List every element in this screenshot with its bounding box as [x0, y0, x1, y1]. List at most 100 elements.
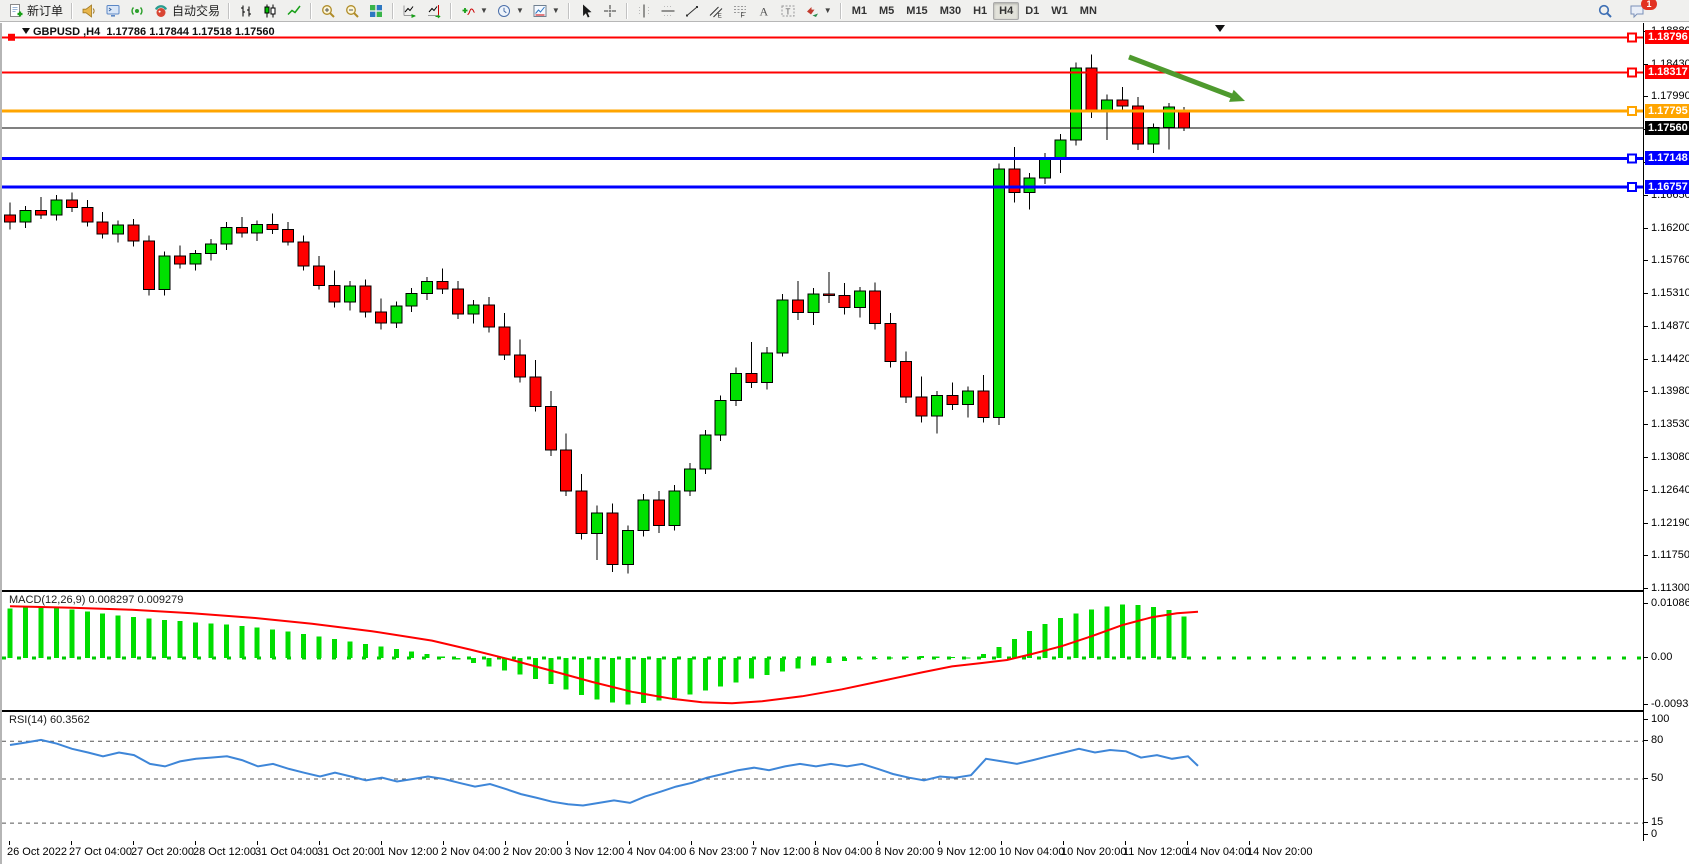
macd-bar: [1058, 618, 1064, 658]
price-axis[interactable]: 1.188801.184301.179901.175501.171001.166…: [1643, 23, 1689, 841]
rsi-chart[interactable]: [2, 712, 1643, 841]
macd-bar: [780, 658, 785, 672]
text-label-button[interactable]: T: [776, 0, 800, 22]
horizontal-line-button[interactable]: [656, 0, 680, 22]
macd-bar: [347, 641, 353, 658]
hline-axis-marker[interactable]: [1627, 67, 1637, 78]
templates-icon: [533, 4, 547, 17]
text-icon: A: [759, 4, 768, 18]
chart-shift-button[interactable]: [422, 0, 446, 22]
price-badge: 1.17148: [1645, 151, 1689, 166]
time-tick-label: 1 Nov 12:00: [379, 846, 439, 858]
zoom-in-button[interactable]: [316, 0, 340, 22]
horizontal-lines-group: [2, 32, 1643, 193]
text-button[interactable]: A: [752, 0, 776, 22]
time-tick-label: 2 Nov 04:00: [441, 846, 501, 858]
macd-bar: [38, 606, 44, 658]
metaeditor-button[interactable]: [101, 0, 125, 22]
hline-axis-marker[interactable]: [1627, 153, 1637, 164]
fibonacci-button[interactable]: F: [728, 0, 752, 22]
dropdown-caret-icon: ▼: [823, 6, 832, 15]
candle-body: [50, 199, 63, 216]
tile-windows-button[interactable]: [364, 0, 388, 22]
chat-button[interactable]: 1: [1625, 0, 1657, 22]
macd-bar: [702, 658, 708, 691]
hline-edge-marker[interactable]: [8, 33, 15, 41]
rsi-panel: RSI(14) 60.3562: [2, 711, 1643, 842]
tile-windows-icon: [370, 4, 383, 17]
macd-bar: [749, 658, 755, 679]
price-tick: [1644, 719, 1648, 720]
zoom-out-button[interactable]: [340, 0, 364, 22]
time-tick-label: 26 Oct 2022: [7, 846, 67, 858]
alert-horn-button[interactable]: [77, 0, 101, 22]
timeframe-w1-button[interactable]: W1: [1051, 4, 1068, 17]
price-tick: [1644, 778, 1648, 779]
macd-bar: [671, 658, 677, 698]
candle-body: [482, 304, 495, 328]
candle-body: [421, 281, 434, 294]
trendline-button[interactable]: [680, 0, 704, 22]
price-tick: [1644, 194, 1648, 196]
vertical-line-button[interactable]: [632, 0, 656, 22]
arrows-button[interactable]: ▼: [800, 0, 836, 22]
macd-bar: [810, 658, 816, 666]
candle-body: [1008, 168, 1021, 194]
new-order-button[interactable]: 新订单: [4, 0, 67, 22]
toolbar-separator: [310, 2, 313, 19]
timeframe-h4-button[interactable]: H4: [993, 1, 1020, 20]
candle-body: [328, 284, 341, 303]
search-button[interactable]: [1593, 0, 1617, 22]
periods-icon: [497, 4, 510, 17]
bar-chart-button[interactable]: [234, 0, 258, 22]
timeframe-mn-button[interactable]: MN: [1079, 4, 1097, 17]
macd-bar: [563, 658, 569, 690]
time-tick-label: 14 Nov 20:00: [1247, 846, 1313, 858]
macd-label: MACD(12,26,9) 0.008297 0.009279: [9, 594, 184, 606]
main-chart[interactable]: [2, 23, 1643, 590]
crosshair-button[interactable]: [598, 0, 622, 22]
templates-button[interactable]: ▼: [528, 0, 564, 22]
candle-body: [807, 293, 820, 313]
auto-trading-button[interactable]: 自动交易: [149, 0, 224, 22]
candle-body: [390, 305, 403, 324]
price-tick: [1644, 358, 1648, 360]
macd-bar: [640, 658, 646, 704]
chart-shift-marker-icon[interactable]: [1215, 25, 1225, 32]
candle-body: [1131, 105, 1144, 145]
macd-bar: [857, 658, 863, 660]
candle-body: [204, 243, 217, 255]
time-axis[interactable]: 26 Oct 2022 27 Oct 04:00 27 Oct 20:00 28 Oc…: [2, 841, 1689, 864]
macd-chart[interactable]: [2, 592, 1643, 710]
search-icon: [1598, 4, 1612, 18]
macd-bar: [733, 658, 739, 683]
arrow-head: [1229, 89, 1245, 102]
macd-bar: [131, 617, 137, 658]
candle-body: [791, 299, 804, 313]
line-chart-button[interactable]: [282, 0, 306, 22]
price-tick: [1644, 64, 1648, 66]
timeframe-h1-button[interactable]: H1: [973, 4, 988, 17]
main-chart-panel: GBPUSD ,H4 1.17786 1.17844 1.17518 1.175…: [2, 23, 1643, 591]
macd-bar: [594, 658, 600, 700]
macd-bar: [996, 647, 1002, 658]
hline-axis-marker[interactable]: [1627, 105, 1637, 116]
trend-arrow-annotation[interactable]: [1128, 54, 1245, 102]
timeframe-m1-button[interactable]: M1: [851, 4, 867, 17]
candle-body: [143, 240, 156, 291]
timeframe-m15-button[interactable]: M15: [906, 4, 928, 17]
hline-axis-marker[interactable]: [1627, 182, 1637, 193]
timeframe-d1-button[interactable]: D1: [1025, 4, 1040, 17]
macd-bar: [192, 622, 198, 658]
candlestick-chart-button[interactable]: [258, 0, 282, 22]
signals-button[interactable]: [125, 0, 149, 22]
indicators-button[interactable]: ▼: [456, 0, 492, 22]
macd-bar: [1135, 604, 1141, 658]
periods-button[interactable]: ▼: [492, 0, 528, 22]
hline-axis-marker[interactable]: [1627, 32, 1637, 43]
equidistant-channel-button[interactable]: E: [704, 0, 728, 22]
timeframe-m30-button[interactable]: M30: [939, 4, 962, 17]
auto-scroll-button[interactable]: [398, 0, 422, 22]
timeframe-m5-button[interactable]: M5: [879, 4, 895, 17]
cursor-button[interactable]: [574, 0, 598, 22]
